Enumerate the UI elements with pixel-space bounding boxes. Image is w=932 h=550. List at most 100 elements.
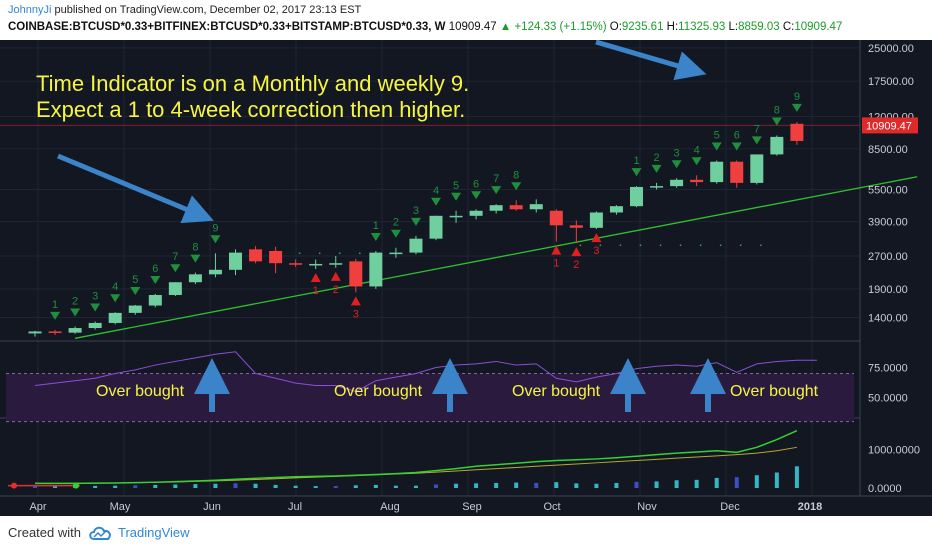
author-name[interactable]: JohnnyJi xyxy=(8,4,52,16)
td-sell-label: 5 xyxy=(453,180,459,192)
time-tick-label: May xyxy=(110,501,131,513)
td-sell-label: 2 xyxy=(72,296,78,308)
td-sell-label: 3 xyxy=(674,147,680,159)
td-sell-label: 7 xyxy=(493,173,499,185)
volume-bar xyxy=(213,483,218,488)
chart-header: JohnnyJi published on TradingView.com, D… xyxy=(0,0,932,40)
td-sell-marker xyxy=(410,217,421,226)
volume-bar xyxy=(93,485,98,488)
close-value: 10909.47 xyxy=(794,21,843,33)
td-buy-marker xyxy=(551,245,562,255)
price-pane[interactable]: 1 2 3 4 5 6 7 8 9 1 2 3 4 5 6 7 8 1 2 3 4 5 6 7 8 9 1 2 3 1 2 3 xyxy=(0,91,918,339)
trendline xyxy=(74,176,918,339)
rsi-tick-label: 50.0000 xyxy=(868,393,908,405)
td-sell-marker xyxy=(751,136,762,145)
support-dot xyxy=(659,244,662,247)
volume-bar xyxy=(393,485,398,488)
td-sell-label: 6 xyxy=(473,178,479,190)
td-sell-label: 2 xyxy=(653,152,659,164)
volume-bar xyxy=(454,483,459,488)
td-sell-marker xyxy=(471,191,482,200)
volume-bar xyxy=(474,483,479,488)
open-label: O: xyxy=(609,21,622,33)
price-tick-label: 2700.00 xyxy=(868,251,908,263)
td-sell-marker xyxy=(511,182,522,191)
td-sell-label: 5 xyxy=(714,129,720,141)
time-tick-label: Jun xyxy=(203,501,221,513)
volume-bar xyxy=(333,486,338,488)
last-price-tag xyxy=(862,117,918,134)
td-sell-marker xyxy=(631,168,642,177)
td-sell-label: 3 xyxy=(413,205,419,217)
tradingview-cloud-icon[interactable] xyxy=(88,524,114,542)
td-sell-marker xyxy=(771,117,782,126)
time-tick-label: Sep xyxy=(462,501,482,513)
support-dot xyxy=(338,252,341,255)
rsi-pane[interactable]: Over bought Over bought Over bought Over bo… xyxy=(6,351,854,423)
price-tick-label: 8500.00 xyxy=(868,144,908,156)
volume-bar xyxy=(714,477,719,488)
volume-bar xyxy=(434,484,438,488)
price-axis[interactable]: 25000.0017500.0012000.008500.005500.0039… xyxy=(862,43,920,495)
volume-bar xyxy=(353,485,358,488)
time-tick-label: Dec xyxy=(720,501,740,513)
volume-marker-red xyxy=(11,482,17,489)
time-tick-label: 2018 xyxy=(798,501,822,513)
candle xyxy=(750,154,764,183)
support-dot xyxy=(639,244,642,247)
candle xyxy=(168,282,182,295)
volume-pane[interactable] xyxy=(8,429,799,489)
chart-canvas[interactable]: 1 2 3 4 5 6 7 8 9 1 2 3 4 5 6 7 8 1 2 3 4 5 6 7 8 9 1 2 3 1 2 3 Over bo… xyxy=(0,40,932,516)
td-sell-marker xyxy=(190,254,201,263)
candle xyxy=(509,205,523,210)
low-value: 8859.03 xyxy=(738,21,780,33)
td-sell-marker xyxy=(50,311,61,320)
tradingview-brand[interactable]: TradingView xyxy=(118,525,190,540)
volume-marker-green xyxy=(73,482,79,489)
open-value: 9235.61 xyxy=(621,21,664,33)
support-dot xyxy=(298,252,301,255)
volume-bar xyxy=(574,483,579,488)
volume-bar xyxy=(694,479,699,488)
price-tick-label: 1400.00 xyxy=(868,312,908,324)
time-tick-label: Apr xyxy=(29,501,46,513)
td-sell-label: 4 xyxy=(112,281,118,293)
volume-bar xyxy=(754,475,759,488)
td-sell-marker xyxy=(110,294,121,303)
volume-bar xyxy=(113,485,118,488)
candle xyxy=(148,294,162,306)
td-buy-label: 2 xyxy=(333,284,339,296)
pointer-arrow xyxy=(595,40,707,81)
td-sell-marker xyxy=(70,308,81,317)
td-sell-marker xyxy=(90,303,101,312)
td-buy-label: 3 xyxy=(353,308,359,320)
volume-bar xyxy=(53,486,58,488)
published-text: published on TradingView.com, December 0… xyxy=(54,4,362,16)
candle xyxy=(28,331,42,334)
support-dot xyxy=(619,244,622,247)
time-axis[interactable]: Apr May Jun Jul Aug Sep Oct Nov Dec 2018 xyxy=(29,501,822,513)
volume-bar xyxy=(674,480,679,488)
volume-ma-green xyxy=(35,429,798,485)
rsi-line xyxy=(34,351,817,393)
td-sell-label: 6 xyxy=(734,129,740,141)
candle xyxy=(229,252,242,270)
candle xyxy=(790,123,804,141)
volume-bar xyxy=(253,483,258,488)
candle xyxy=(289,263,303,265)
overbought-label: Over bought xyxy=(96,383,185,400)
candle xyxy=(88,322,102,329)
candle xyxy=(369,252,383,287)
td-sell-marker xyxy=(711,142,722,151)
candle xyxy=(48,331,62,333)
candle xyxy=(269,250,283,264)
candle xyxy=(349,261,363,287)
candle xyxy=(469,210,483,216)
td-sell-marker xyxy=(691,157,702,166)
candle xyxy=(329,263,343,265)
candle xyxy=(208,269,222,275)
overbought-label: Over bought xyxy=(730,383,819,400)
candle xyxy=(489,205,503,211)
candle xyxy=(609,206,623,213)
candle xyxy=(710,161,724,183)
